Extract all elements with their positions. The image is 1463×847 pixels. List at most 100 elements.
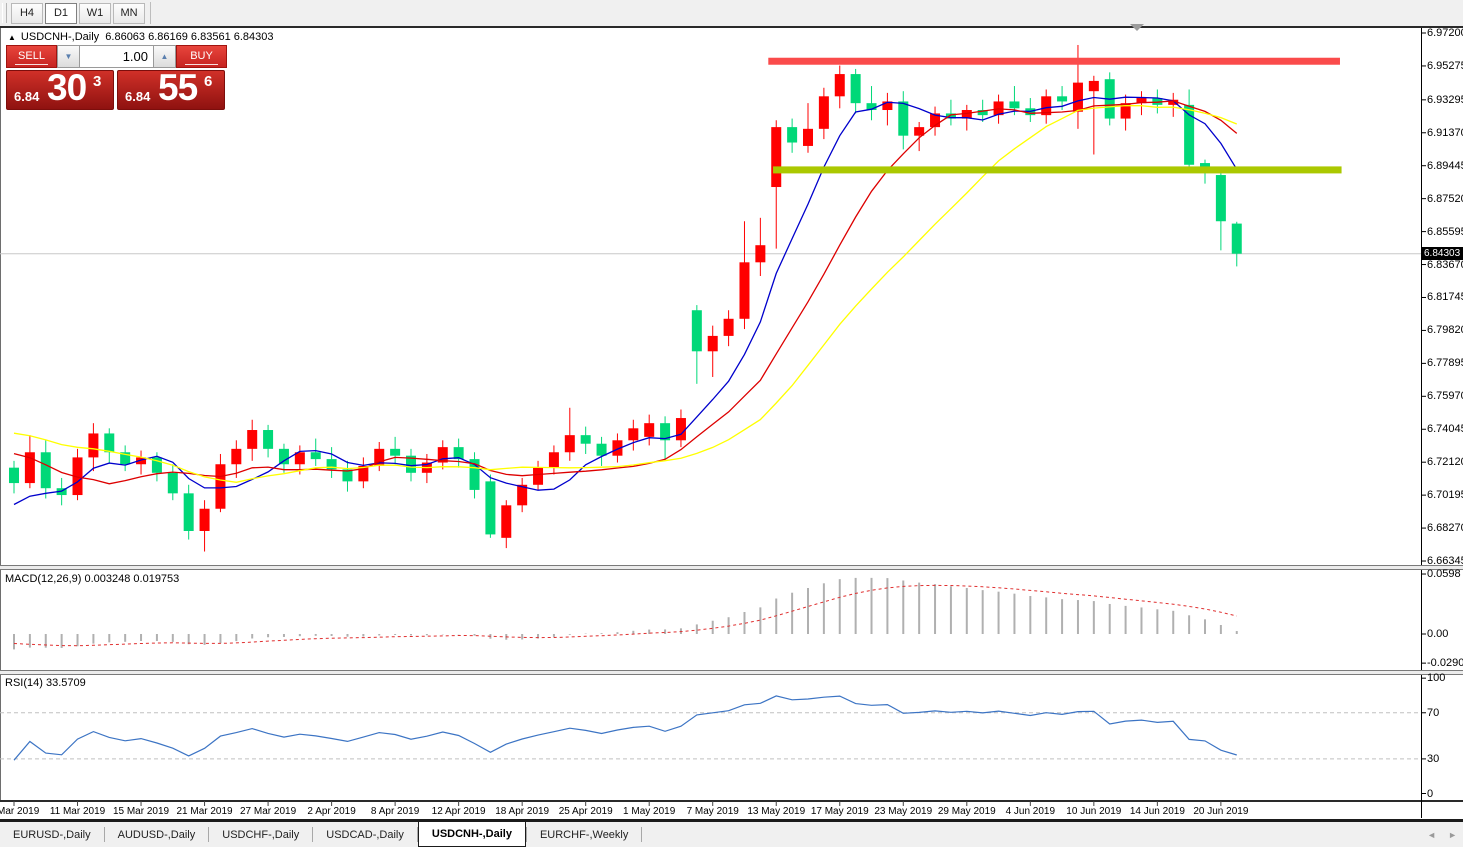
price-axis-label: 6.72120 xyxy=(1427,456,1463,469)
sell-button-label: SELL xyxy=(18,50,45,62)
price-axis-label: 6.75970 xyxy=(1427,390,1463,403)
sell-price-big: 30 xyxy=(47,70,87,108)
price-axis-label: 6.79820 xyxy=(1427,324,1463,337)
panel-divider[interactable] xyxy=(0,565,1463,570)
timeframe-button-h4[interactable]: H4 xyxy=(11,2,43,24)
price-axis-label: 6.89445 xyxy=(1427,159,1463,172)
chart-frame-bottom xyxy=(0,800,1463,802)
chart-frame-top xyxy=(0,26,1463,28)
tab-separator xyxy=(641,827,643,842)
date-axis-label: 15 Mar 2019 xyxy=(112,806,170,817)
chart-tab-audusddaily[interactable]: AUDUSD-,Daily xyxy=(117,828,196,841)
timeframe-button-d1[interactable]: D1 xyxy=(45,2,77,24)
date-axis-label: 1 May 2019 xyxy=(623,806,676,817)
date-axis-label: 2 Apr 2019 xyxy=(307,806,356,817)
chart-tab-eurusddaily[interactable]: EURUSD-,Daily xyxy=(13,828,91,841)
price-axis-label: 6.85595 xyxy=(1427,225,1463,238)
tab-separator xyxy=(312,827,314,842)
chart-tab-usdchfdaily[interactable]: USDCHF-,Daily xyxy=(222,828,300,841)
date-axis-label: 12 Apr 2019 xyxy=(431,806,486,817)
price-axis-label: 6.93295 xyxy=(1427,93,1463,106)
date-axis-label: 17 May 2019 xyxy=(810,806,869,817)
buy-button-label: BUY xyxy=(190,50,213,62)
date-axis-label: 11 Mar 2019 xyxy=(49,806,106,817)
price-axis-label: 6.81745 xyxy=(1427,291,1463,304)
date-axis-label: 29 May 2019 xyxy=(937,806,996,817)
buy-price-pip: 6 xyxy=(204,73,213,90)
timeframe-toolbar: H4 D1 W1 MN xyxy=(0,0,1463,27)
chart-title: ▲ USDCNH-,Daily 6.86063 6.86169 6.83561 6… xyxy=(8,31,274,43)
tab-scroll-right-icon[interactable]: ► xyxy=(1448,829,1457,840)
price-axis-label: 6.70195 xyxy=(1427,489,1463,502)
volume-increase-button[interactable]: ▲ xyxy=(153,45,176,68)
sell-price-pip: 3 xyxy=(93,73,102,90)
rsi-axis-label: 100 xyxy=(1427,672,1446,685)
timeframe-button-mn[interactable]: MN xyxy=(113,2,145,24)
chart-frame-left xyxy=(0,28,1,802)
date-axis-label: 14 Jun 2019 xyxy=(1129,806,1185,817)
one-click-trading-panel: SELL ▼ 1.00 ▲ BUY 6.84 30 3 6.84 55 6 xyxy=(6,45,227,110)
chart-tab-usdcaddaily[interactable]: USDCAD-,Daily xyxy=(326,828,404,841)
date-axis-label: 25 Apr 2019 xyxy=(558,806,613,817)
date-axis-label: 27 Mar 2019 xyxy=(240,806,297,817)
price-axis-label: 6.91370 xyxy=(1427,126,1463,139)
panel-divider[interactable] xyxy=(0,670,1463,675)
volume-input[interactable]: 1.00 xyxy=(80,45,153,68)
current-price-badge: 6.84303 xyxy=(1422,247,1463,260)
toolbar-grip[interactable] xyxy=(2,3,7,23)
date-axis-label: 10 Jun 2019 xyxy=(1066,806,1122,817)
buy-price-big: 55 xyxy=(158,70,198,108)
scroll-to-end-marker-icon[interactable] xyxy=(1130,24,1144,31)
chart-tab-bar: EURUSD-,Daily AUDUSD-,Daily USDCHF-,Daily U… xyxy=(0,822,1463,847)
date-axis-label: 8 Apr 2019 xyxy=(370,806,420,817)
price-axis-label: 6.77895 xyxy=(1427,357,1463,370)
tab-separator xyxy=(416,827,418,842)
tab-separator xyxy=(525,827,527,842)
price-axis-label: 6.97200 xyxy=(1427,27,1463,39)
rsi-axis-label: 0 xyxy=(1427,787,1434,800)
date-axis-label: 18 Apr 2019 xyxy=(495,806,550,817)
rsi-indicator-label: RSI(14) 33.5709 xyxy=(5,677,86,689)
tab-separator xyxy=(103,827,105,842)
buy-button[interactable]: BUY xyxy=(176,45,227,68)
date-axis-label: 21 Mar 2019 xyxy=(176,806,233,817)
toolbar-separator xyxy=(150,2,151,24)
rsi-axis-label: 70 xyxy=(1427,706,1440,719)
volume-decrease-button[interactable]: ▼ xyxy=(57,45,80,68)
timeframe-buttons: H4 D1 W1 MN xyxy=(10,2,146,24)
tab-separator xyxy=(208,827,210,842)
date-axis-label: 20 Jun 2019 xyxy=(1193,806,1249,817)
chart-title-symbol: USDCNH-,Daily xyxy=(20,31,100,43)
rsi-axis-label: 30 xyxy=(1427,752,1440,765)
date-axis-label: 5 Mar 2019 xyxy=(0,806,40,817)
macd-axis-label: 0.0598 xyxy=(1427,568,1461,581)
price-axis-label: 6.95275 xyxy=(1427,59,1463,72)
sell-button[interactable]: SELL xyxy=(6,45,57,68)
price-axis-label: 6.68270 xyxy=(1427,522,1463,535)
price-axis-label: 6.87520 xyxy=(1427,192,1463,205)
price-axis-label: 6.74045 xyxy=(1427,423,1463,436)
buy-price-prefix: 6.84 xyxy=(125,89,151,104)
chart-tab-usdcnhdaily[interactable]: USDCNH-,Daily xyxy=(417,822,526,847)
date-axis-label: 7 May 2019 xyxy=(686,806,739,817)
chart-tab-eurchfweekly[interactable]: EURCHF-,Weekly xyxy=(539,828,629,841)
tab-scroll-left-icon[interactable]: ◄ xyxy=(1427,829,1437,840)
chart-title-ohlc: 6.86063 6.86169 6.83561 6.84303 xyxy=(105,31,274,43)
sell-price-prefix: 6.84 xyxy=(14,89,40,104)
timeframe-button-w1[interactable]: W1 xyxy=(79,2,111,24)
sell-price-box[interactable]: 6.84 30 3 xyxy=(6,70,114,110)
macd-indicator-label: MACD(12,26,9) 0.003248 0.019753 xyxy=(5,573,180,585)
tabbar-top-border xyxy=(0,819,1463,822)
date-axis-label: 13 May 2019 xyxy=(747,806,806,817)
tab-scroll-buttons: ◄ ► xyxy=(1427,822,1457,847)
macd-axis-label: 0.00 xyxy=(1427,628,1449,640)
buy-price-box[interactable]: 6.84 55 6 xyxy=(117,70,225,110)
price-axis-label: 6.83670 xyxy=(1427,258,1463,271)
date-axis-label: 4 Jun 2019 xyxy=(1005,806,1056,817)
price-axis-label: 6.66345 xyxy=(1427,555,1463,568)
date-axis-label: 23 May 2019 xyxy=(874,806,933,817)
collapse-panel-icon[interactable]: ▲ xyxy=(8,33,16,42)
macd-axis-label: -0.029049 xyxy=(1427,657,1463,670)
